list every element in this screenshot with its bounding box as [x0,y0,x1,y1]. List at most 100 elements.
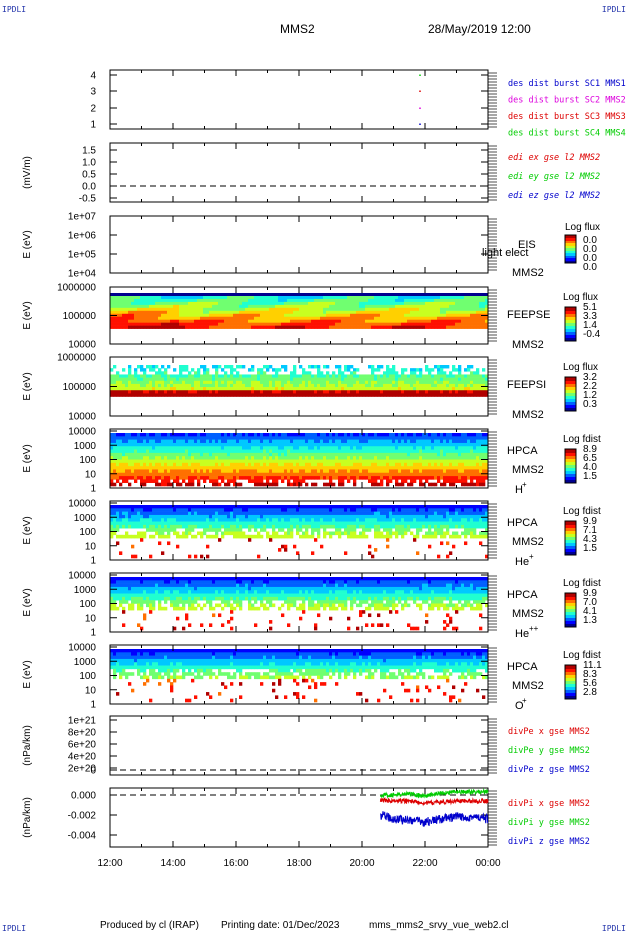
y-tick-label: 10000 [68,427,96,438]
series-line-2 [379,788,489,799]
y-axis-label-5: E (eV) [22,372,33,400]
panel-frame-10 [109,715,489,776]
y-tick-label: 6e+20 [68,740,97,751]
colorbar-tick-label: 4.0 [583,462,597,473]
colorbar-feepse [565,307,576,342]
species-charge-label: + [522,480,527,489]
spacecraft-label: MMS2 [512,608,544,620]
colorbar-frame [564,592,577,628]
y-tick-label: 1 [90,700,96,711]
y-tick-label: 100 [79,671,96,682]
instrument-label: HPCA [507,445,538,457]
y-tick-label: -0.5 [79,194,97,205]
y-tick-label: 10 [85,685,97,696]
y-tick-label: 4 [90,71,96,82]
colorbar-tick-label: 0.0 [583,235,597,246]
panel-frame-3 [109,215,489,274]
colorbar-title: Log flux [563,362,598,373]
colorbar-tick-label: 0.0 [583,253,597,264]
y-tick-label: 0.5 [82,170,96,181]
species-label: He [515,556,529,568]
colorbar-feepsi [565,377,576,412]
heatmap-feepsi [110,365,489,397]
colorbar-title: Log flux [563,292,598,303]
colorbar-tick-label: 1.5 [583,471,597,482]
header-spacecraft: MMS2 [280,22,315,36]
y-tick-label: 10000 [68,499,96,510]
colorbar-tick-label: 7.1 [583,525,597,536]
y-tick-label: 2 [90,104,96,115]
y-tick-label: 1000 [74,657,97,668]
species-charge-label: + [522,696,527,705]
legend-entry: edi ey gse l2 MMS2 [508,172,600,182]
y-tick-label: 1000000 [57,283,96,294]
colorbar-tick-label: 2.2 [583,381,597,392]
heatmap-hpca-he [110,505,489,559]
colorbar-tick-label: 1.2 [583,390,597,401]
legend-entry: divPe y gse MMS2 [508,746,590,756]
colorbar-tick-label: 0.3 [583,399,597,410]
y-tick-label: 1 [90,484,96,495]
colorbar-tick-label: 3.3 [583,311,597,322]
header-datetime: 28/May/2019 12:00 [428,22,531,36]
colorbar-tick-label: 1.4 [583,320,597,331]
y-tick-label: 1000 [74,585,97,596]
instrument-label: FEEPSE [507,309,550,321]
y-tick-label: 1e+05 [68,250,97,261]
colorbar-hpca-o [565,665,576,700]
species-charge-label: ++ [529,624,539,633]
colorbar-frame [564,520,577,556]
instrument-label: HPCA [507,661,538,673]
y-tick-label: 1 [90,556,96,567]
spacecraft-label: MMS2 [512,680,544,692]
colorbar-tick-label: 4.3 [583,534,597,545]
burst-point [419,107,421,109]
footer-printing-date: Printing date: 01/Dec/2023 [221,920,340,931]
legend-entry: divPi x gse MMS2 [508,799,590,809]
colorbar-frame [564,376,577,412]
legend-entry: des dist burst SC3 MMS3 [508,112,626,122]
instrument-label: HPCA [507,517,538,529]
y-tick-label: 0.000 [71,791,96,802]
y-tick-label: 100 [79,455,96,466]
y-tick-label: 1e+04 [68,269,97,280]
y-tick-label: 10 [85,613,97,624]
colorbar-tick-label: 9.9 [583,588,597,599]
legend-entry: des dist burst SC2 MMS2 [508,96,626,106]
y-tick-label: 1e+07 [68,212,97,223]
y-axis-label-7: E (eV) [22,516,33,544]
colorbar-tick-label: 2.8 [583,687,597,698]
y-tick-label: 100000 [63,382,97,393]
colorbar-eis [565,235,576,264]
colorbar-tick-label: 6.5 [583,453,597,464]
spacecraft-label: MMS2 [512,267,544,279]
y-axis-label-8: E (eV) [22,588,33,616]
y-tick-label: 3 [90,87,96,98]
colorbar-tick-label: 8.3 [583,669,597,680]
spacecraft-label: MMS2 [512,464,544,476]
burst-point [419,74,421,76]
colorbar-tick-label: 1.5 [583,543,597,554]
y-axis-label-3: E (eV) [22,230,33,258]
colorbar-tick-label: 0.0 [583,244,597,255]
species-label: He [515,628,529,640]
colorbar-tick-label: 7.0 [583,597,597,608]
legend-entry: des dist burst SC1 MMS1 [508,79,626,89]
colorbar-frame [564,234,577,264]
colorbar-tick-label: 3.2 [583,372,597,383]
series-line-3 [380,811,489,828]
colorbar-tick-label: 0.0 [583,262,597,273]
legend-entry: divPe z gse MMS2 [508,765,590,775]
colorbar-title: Log fdist [563,434,601,445]
heatmap-hpca-he2 [110,577,489,631]
colorbar-frame [564,664,577,700]
colorbar-hpca-he [565,521,576,556]
footer-produced-by: Produced by cl (IRAP) [100,920,199,931]
colorbar-tick-label: 9.9 [583,516,597,527]
y-tick-label: 100 [79,599,96,610]
heatmap-feepse [110,293,489,329]
colorbar-hpca-he2 [565,593,576,628]
y-tick-label: 10000 [68,340,96,351]
y-tick-label: 10000 [68,643,96,654]
